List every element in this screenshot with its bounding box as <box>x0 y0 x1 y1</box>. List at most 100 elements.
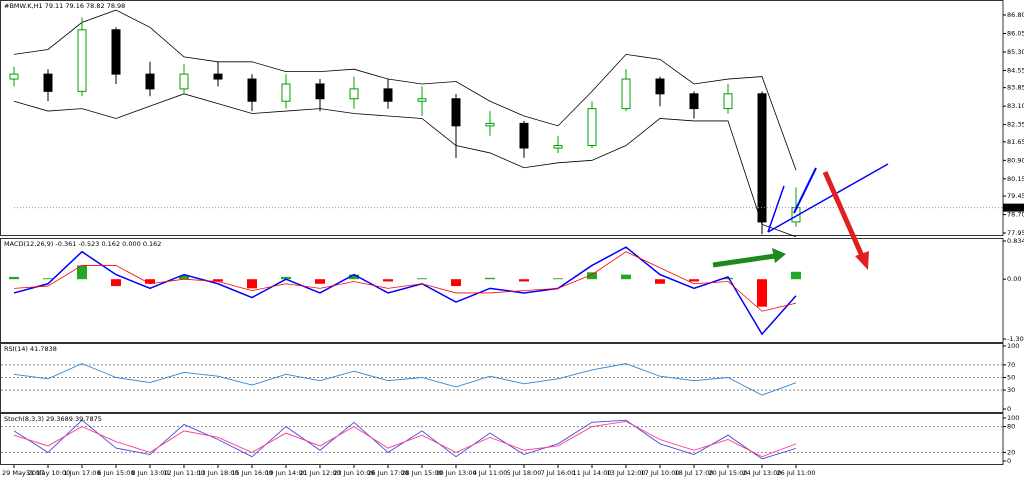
y-tick-label: 77.95 <box>1007 229 1024 237</box>
x-tick-label: 26 Jul 11:00 <box>777 469 816 477</box>
last-price-label: 78.98 <box>1005 204 1024 212</box>
indicator-line <box>13 251 797 312</box>
trend-line <box>793 167 817 214</box>
histogram-bar <box>451 279 461 287</box>
y-tick-label: 50 <box>1007 374 1015 382</box>
x-tick-label: 26 Jun 17:00 <box>367 469 408 477</box>
histogram-bar <box>587 272 597 280</box>
indicator-line <box>13 93 797 238</box>
candle-body <box>485 122 495 127</box>
x-tick-label: 13 Jul 12:00 <box>607 469 646 477</box>
histogram-bar <box>281 276 291 280</box>
candle-body <box>451 98 461 127</box>
trend-line <box>767 185 785 233</box>
candle-body <box>349 88 359 100</box>
histogram-bar <box>9 276 19 280</box>
y-tick-label: 30 <box>1007 386 1015 394</box>
indicator-line <box>13 246 797 336</box>
candle-body <box>9 73 19 80</box>
indicator-line <box>13 363 797 396</box>
x-tick-label: 19 Jun 14:00 <box>265 469 306 477</box>
x-tick-label: 1 Jun 17:00 <box>63 469 100 477</box>
indicator-line <box>13 420 797 458</box>
candle-body <box>587 108 597 147</box>
panel-frame <box>0 413 1004 465</box>
x-tick-label: 31 May 10:00 <box>26 469 71 477</box>
y-tick-label: 82.35 <box>1007 121 1024 129</box>
y-tick-label: 0.834 <box>1007 237 1024 245</box>
y-tick-label: 80.15 <box>1007 175 1024 183</box>
y-tick-label: 78.70 <box>1007 211 1024 219</box>
candle-body <box>417 98 427 102</box>
x-tick-label: 24 Jul 13:00 <box>743 469 782 477</box>
candle-body <box>43 73 53 92</box>
arrow <box>822 170 865 258</box>
histogram-bar <box>791 271 801 280</box>
arrow-head <box>772 248 786 263</box>
x-tick-label: 20 Jul 15:00 <box>709 469 748 477</box>
y-tick-label: 100 <box>1007 342 1019 350</box>
drawings <box>712 163 889 270</box>
y-tick-label: 79.45 <box>1007 192 1024 200</box>
x-tick-label: 6 Jun 15:00 <box>97 469 134 477</box>
candle-body <box>315 83 325 100</box>
last-price-tag <box>1003 203 1024 212</box>
y-tick-label: 80.90 <box>1007 156 1024 164</box>
x-tick-label: 7 Jul 16:00 <box>541 469 576 477</box>
indicator-line <box>13 9 797 171</box>
x-tick-label: 23 Jun 10:00 <box>333 469 374 477</box>
candle-body <box>145 73 155 90</box>
histogram-bar <box>621 274 631 280</box>
candle-body <box>111 29 121 75</box>
x-tick-label: 30 Jun 13:00 <box>435 469 476 477</box>
x-tick-label: 21 Jun 12:00 <box>299 469 340 477</box>
histogram-bar <box>349 274 359 280</box>
candle-body <box>519 122 529 149</box>
candle-body <box>553 145 563 149</box>
panel-title: #BMW.K,H1 79.11 79.16 78.82 78.98 <box>4 2 125 10</box>
x-tick-label: 28 Jun 15:00 <box>401 469 442 477</box>
histogram-bar <box>519 279 529 282</box>
x-tick-label: 18 Jul 17:00 <box>675 469 714 477</box>
candle-body <box>757 93 767 223</box>
y-tick-label: 86.80 <box>1007 11 1024 19</box>
x-tick-label: 29 May 2017 <box>2 469 44 477</box>
arrow <box>712 253 776 268</box>
histogram-bar <box>247 279 257 289</box>
panel-frame <box>0 238 1004 343</box>
candle-body <box>723 93 733 110</box>
histogram-bar <box>655 279 665 284</box>
histogram-bar <box>77 265 87 280</box>
x-tick-label: 8 Jun 13:00 <box>131 469 168 477</box>
histogram-bar <box>111 279 121 287</box>
y-tick-label: 84.55 <box>1007 66 1024 74</box>
y-tick-label: 83.85 <box>1007 84 1024 92</box>
y-tick-label: 80 <box>1007 423 1015 431</box>
panel-title: Stoch(8,3,3) 29.3689 39.7875 <box>4 415 102 423</box>
histogram-bar <box>383 279 393 282</box>
candle-body <box>77 29 87 92</box>
x-tick-label: 5 Jul 18:00 <box>507 469 542 477</box>
histogram-bar <box>417 278 427 280</box>
histogram-bar <box>553 278 563 280</box>
x-tick-label: 4 Jul 11:00 <box>473 469 508 477</box>
y-tick-label: 0 <box>1007 457 1011 465</box>
candle-body <box>655 78 665 95</box>
histogram-bar <box>485 277 495 280</box>
histogram-bar <box>689 279 699 282</box>
panel-frame <box>0 0 1004 236</box>
x-tick-label: 15 Jun 16:00 <box>231 469 272 477</box>
x-tick-label: 11 Jul 14:00 <box>573 469 612 477</box>
histogram-bar <box>213 279 223 282</box>
y-tick-label: -1.306 <box>1007 335 1024 343</box>
panel-title: RSI(14) 41.7838 <box>4 345 57 353</box>
arrow-head <box>855 251 869 270</box>
candle-body <box>281 83 291 102</box>
candle-body <box>621 78 631 110</box>
candle-body <box>689 93 699 110</box>
candle-body <box>383 88 393 102</box>
y-tick-label: 70 <box>1007 361 1015 369</box>
histogram-bar <box>757 279 767 307</box>
histogram-bar <box>315 279 325 284</box>
